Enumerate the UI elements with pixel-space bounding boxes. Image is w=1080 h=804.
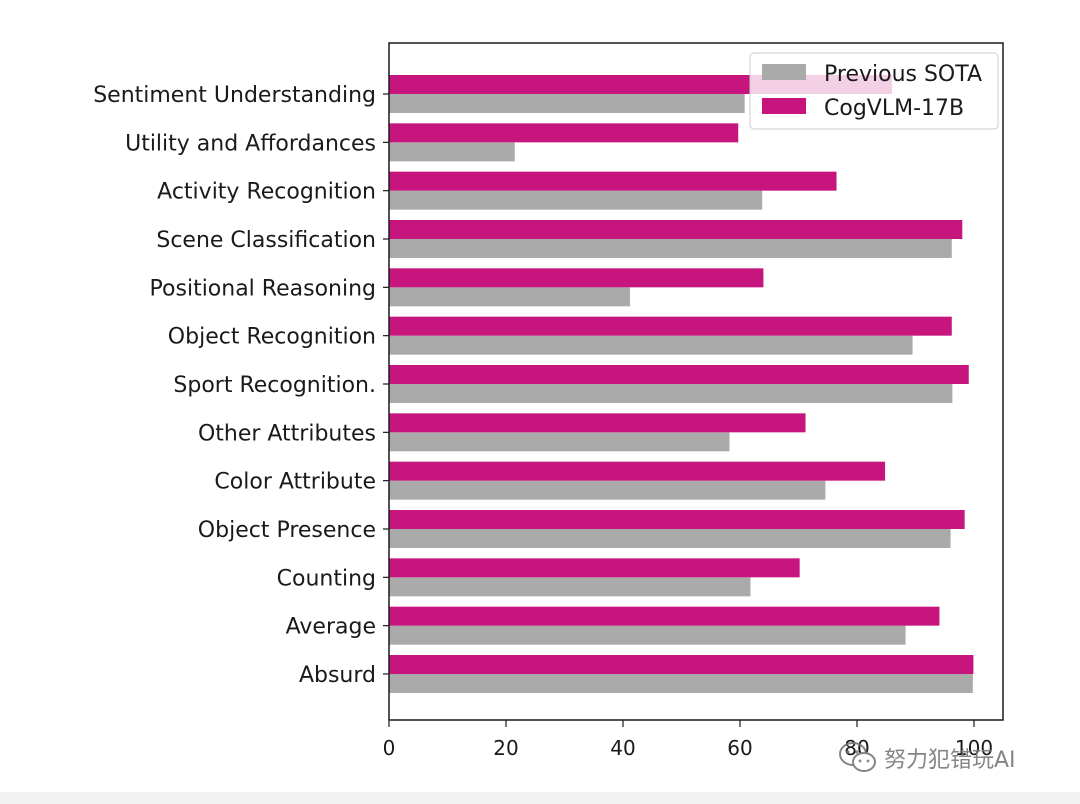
category-labels: Sentiment Understanding Utility and Affor… [93, 83, 389, 688]
bar-previous-sota-color-attribute [389, 480, 826, 500]
legend-swatch-cogvlm-17b [762, 98, 806, 114]
bar-cogvlm-17b-activity-recognition [389, 171, 837, 191]
x-axis: 0 20 40 60 80 100 [383, 720, 993, 760]
bar-previous-sota-activity-recognition [389, 190, 763, 210]
bar-cogvlm-17b-average [389, 606, 940, 626]
x-tick-label-60: 60 [727, 736, 752, 760]
x-tick-label-40: 40 [610, 736, 635, 760]
category-label-activity-recognition: Activity Recognition [157, 180, 376, 205]
legend-swatch-previous-sota [762, 64, 806, 80]
x-tick-label-20: 20 [493, 736, 518, 760]
x-tick-label-100: 100 [955, 736, 993, 760]
bar-cogvlm-17b-utility-and-affordances [389, 123, 739, 143]
bar-previous-sota-object-recognition [389, 335, 913, 355]
bar-previous-sota-absurd [389, 674, 973, 693]
category-label-object-presence: Object Presence [198, 518, 376, 543]
bar-cogvlm-17b-sport-recognition [389, 365, 969, 384]
bar-cogvlm-17b-other-attributes [389, 413, 806, 433]
x-tick-label-0: 0 [383, 736, 396, 760]
category-label-average: Average [286, 615, 376, 640]
category-label-sport-recognition: Sport Recognition. [173, 373, 376, 398]
bar-cogvlm-17b-absurd [389, 655, 974, 674]
category-label-counting: Counting [277, 566, 376, 591]
bar-previous-sota-sentiment-understanding [389, 94, 745, 113]
category-label-object-recognition: Object Recognition [168, 325, 376, 350]
bar-cogvlm-17b-object-recognition [389, 316, 952, 336]
plot-frame [388, 42, 1004, 721]
bar-previous-sota-scene-classification [389, 239, 952, 258]
category-label-utility-and-affordances: Utility and Affordances [125, 131, 376, 156]
bar-previous-sota-counting [389, 577, 751, 597]
category-label-other-attributes: Other Attributes [198, 421, 376, 446]
bar-previous-sota-object-presence [389, 529, 951, 548]
category-label-sentiment-understanding: Sentiment Understanding [93, 83, 376, 108]
legend-label-cogvlm-17b: CogVLM-17B [824, 96, 964, 121]
legend-label-previous-sota: Previous SOTA [824, 62, 982, 87]
bar-cogvlm-17b-object-presence [389, 510, 965, 529]
x-tick-label-80: 80 [844, 736, 869, 760]
bar-cogvlm-17b-scene-classification [389, 220, 963, 239]
category-label-color-attribute: Color Attribute [214, 470, 376, 495]
bars-group [389, 75, 974, 693]
bar-cogvlm-17b-positional-reasoning [389, 268, 764, 288]
bar-previous-sota-other-attributes [389, 432, 730, 452]
category-label-absurd: Absurd [299, 663, 376, 688]
bar-cogvlm-17b-color-attribute [389, 461, 886, 481]
bottom-divider [0, 792, 1080, 804]
legend-box [749, 52, 999, 130]
bar-previous-sota-average [389, 625, 906, 645]
bar-previous-sota-sport-recognition [389, 384, 953, 403]
bar-previous-sota-utility-and-affordances [389, 142, 515, 162]
legend: Previous SOTA CogVLM-17B [749, 52, 999, 130]
bar-previous-sota-positional-reasoning [389, 287, 631, 307]
bar-cogvlm-17b-counting [389, 558, 800, 578]
category-label-positional-reasoning: Positional Reasoning [150, 276, 376, 301]
category-label-scene-classification: Scene Classification [156, 228, 376, 253]
